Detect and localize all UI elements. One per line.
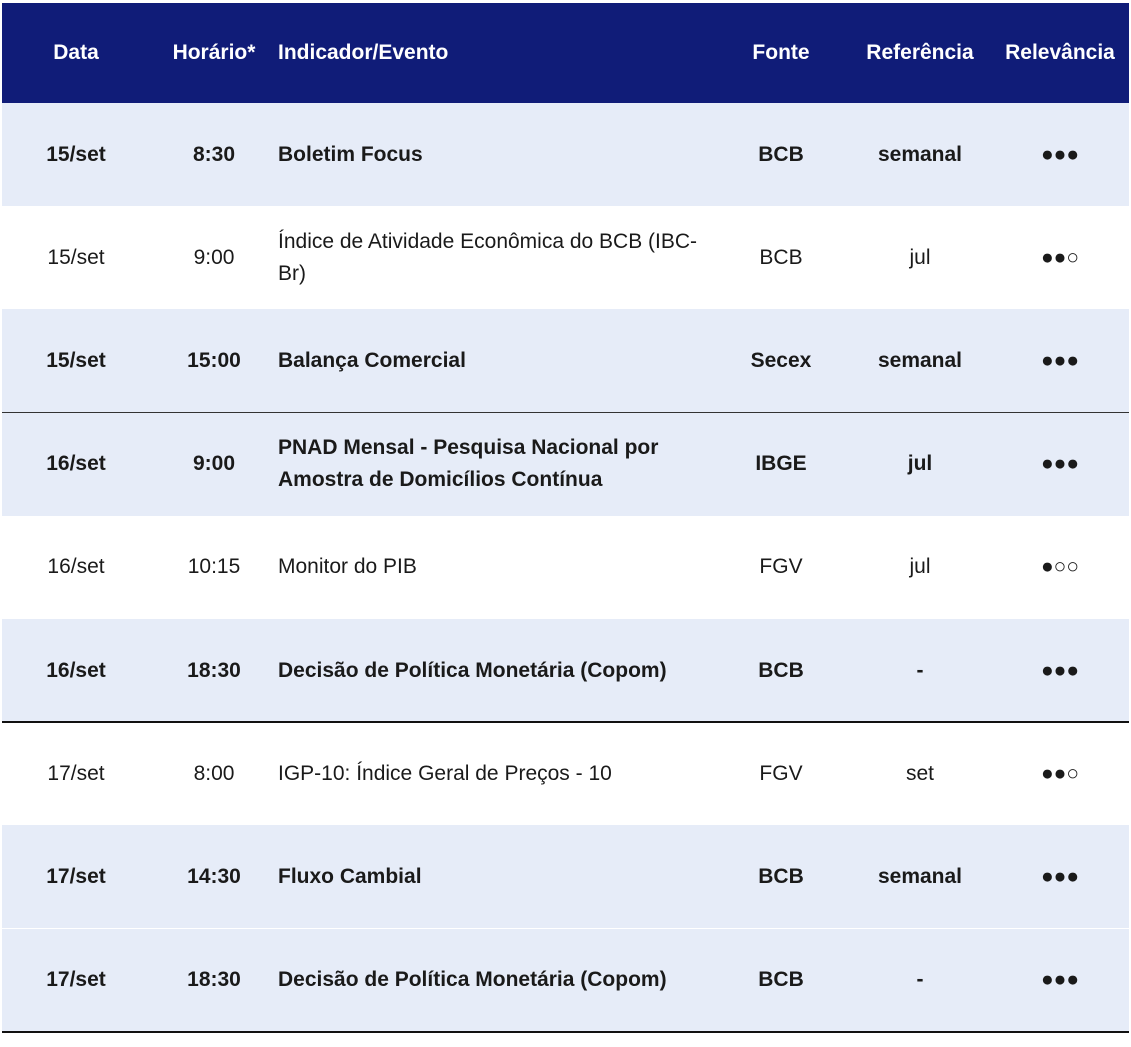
time: 14:30 (187, 864, 241, 888)
reference: jul (907, 452, 933, 476)
date: 16/set (46, 452, 106, 476)
table-row: 17/set 8:00 IGP-10: Índice Geral de Preços… (2, 722, 1129, 826)
relevance: ●●● (1040, 658, 1080, 682)
source: BCB (758, 142, 804, 166)
event: Fluxo Cambial (278, 864, 422, 888)
table-row: 16/set 18:30 Decisão de Política Monetária… (2, 619, 1129, 722)
relevance: ●●○ (1040, 761, 1080, 785)
source: IBGE (755, 452, 807, 476)
time: 8:00 (193, 761, 235, 785)
reference: semanal (877, 142, 963, 166)
event: Balança Comercial (278, 348, 466, 372)
time: 18:30 (187, 968, 241, 992)
separator (2, 1031, 1129, 1033)
date: 15/set (46, 142, 106, 166)
separator (2, 412, 1129, 413)
date: 16/set (46, 658, 106, 682)
table-row: 16/set 9:00 PNAD Mensal - Pesquisa Naciona… (2, 412, 1129, 516)
column-header: Relevância (1005, 41, 1115, 64)
reference: - (916, 658, 924, 682)
reference: semanal (877, 348, 963, 372)
relevance: ●●● (1040, 864, 1080, 888)
date: 16/set (47, 555, 105, 579)
reference: jul (909, 555, 931, 579)
reference: semanal (877, 864, 963, 888)
separator (2, 721, 1129, 723)
relevance: ●●● (1040, 452, 1080, 476)
table-row: 17/set 18:30 Decisão de Política Monetária… (2, 928, 1129, 1032)
event: Decisão de Política Monetária (Copom) (278, 658, 667, 682)
column-header: Indicador/Evento (278, 41, 449, 64)
source: FGV (759, 555, 803, 579)
relevance: ●●○ (1040, 245, 1080, 269)
event: Boletim Focus (278, 142, 423, 166)
event: Índice de Atividade Econômica do BCB (IB… (278, 229, 698, 285)
relevance: ●●● (1040, 968, 1080, 992)
source: BCB (758, 968, 804, 992)
column-header: Referência (866, 41, 974, 64)
table-row: 15/set 15:00 Balança Comercial Secex semanal… (2, 309, 1129, 413)
reference: set (905, 761, 934, 785)
event: Monitor do PIB (278, 555, 417, 579)
date: 17/set (46, 968, 106, 992)
column-header: Horário* (172, 41, 256, 64)
reference: - (916, 968, 924, 992)
date: 17/set (47, 761, 105, 785)
date: 15/set (47, 245, 105, 269)
table-header: Data Horário* Indicador/Evento Fonte Referên… (2, 3, 1129, 103)
reference: jul (909, 245, 931, 269)
table-row: 16/set 10:15 Monitor do PIB FGV jul ●○○ (2, 515, 1129, 619)
time: 10:15 (187, 555, 241, 579)
column-header: Data (53, 41, 99, 64)
table-row: 15/set 8:30 Boletim Focus BCB semanal ●●● (2, 103, 1129, 206)
source: BCB (758, 658, 804, 682)
table-row: 15/set 9:00 Índice de Atividade Econômica … (2, 206, 1129, 310)
column-header: Fonte (752, 41, 810, 64)
relevance: ●●● (1040, 348, 1080, 372)
date: 17/set (46, 864, 106, 888)
event: IGP-10: Índice Geral de Preços - 10 (278, 761, 612, 785)
source: BCB (758, 864, 804, 888)
time: 9:00 (193, 245, 235, 269)
time: 18:30 (187, 658, 241, 682)
time: 8:30 (192, 142, 236, 166)
event: Decisão de Política Monetária (Copom) (278, 968, 667, 992)
event: PNAD Mensal - Pesquisa Nacional por Amos… (278, 436, 659, 492)
source: BCB (759, 245, 803, 269)
date: 15/set (46, 348, 106, 372)
source: Secex (750, 348, 812, 372)
source: FGV (759, 761, 803, 785)
time: 15:00 (187, 348, 241, 372)
relevance: ●●● (1040, 142, 1080, 166)
time: 9:00 (192, 452, 236, 476)
relevance: ●○○ (1040, 555, 1080, 579)
table-row: 17/set 14:30 Fluxo Cambial BCB semanal ●●● (2, 825, 1129, 929)
